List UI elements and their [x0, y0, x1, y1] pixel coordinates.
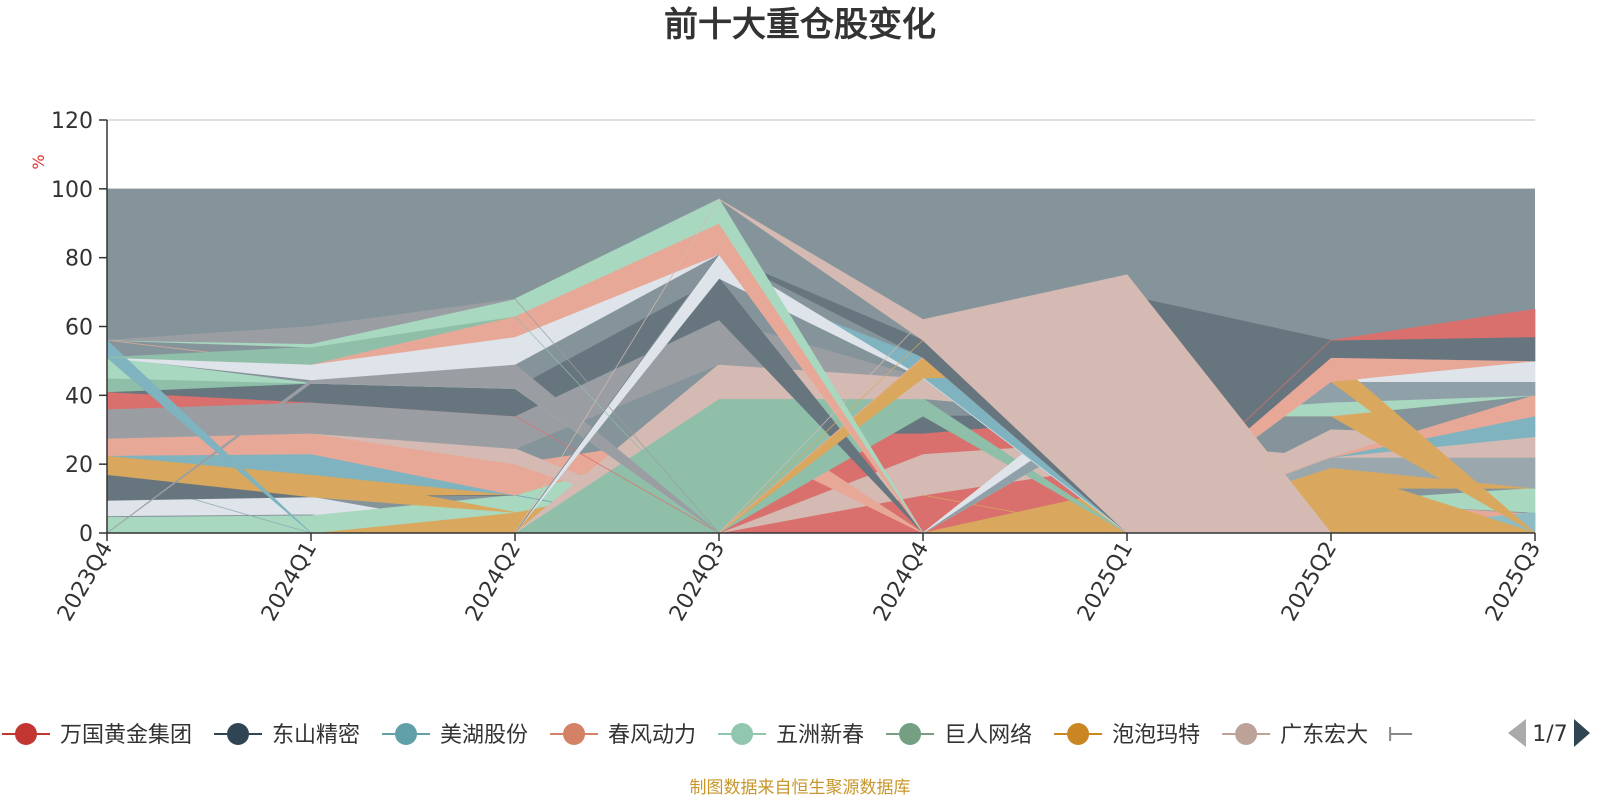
- legend-label: 泡泡玛特: [1112, 723, 1200, 748]
- data-source-footer: 制图数据来自恒生聚源数据库: [690, 778, 911, 798]
- legend-marker-icon: [15, 723, 37, 745]
- x-tick-label: 2025Q2: [1277, 538, 1342, 626]
- x-tick-label: 2024Q1: [257, 538, 322, 626]
- legend[interactable]: 万国黄金集团 东山精密 美湖股份 春风动力 五洲新春 巨人网络 泡泡玛特 广东宏大: [2, 723, 1413, 748]
- area-band-31: [106, 277, 1535, 534]
- x-tick-label: 2025Q1: [1073, 538, 1138, 626]
- legend-page-indicator: 1/7: [1532, 722, 1567, 747]
- legend-label: 万国黄金集团: [60, 723, 192, 748]
- legend-label: 美湖股份: [440, 723, 528, 748]
- area-band-48: [106, 298, 1535, 534]
- legend-marker-icon: [899, 723, 922, 745]
- y-axis-unit: %: [29, 154, 48, 169]
- legend-marker-icon: [227, 723, 250, 745]
- y-tick-label: 40: [65, 384, 93, 409]
- area-band-47: [106, 198, 1535, 534]
- y-tick-labels: 0 20 40 60 80 100 120: [51, 109, 93, 547]
- x-tick-label: 2025Q3: [1481, 538, 1546, 626]
- area-band-49: [107, 198, 1535, 534]
- area-band-34: [106, 363, 1535, 534]
- y-tick-label: 20: [65, 453, 93, 478]
- area-band-24: [107, 363, 1535, 534]
- y-tick-label: 100: [51, 178, 93, 203]
- legend-marker-icon: [1235, 723, 1258, 745]
- legend-marker-icon: [563, 723, 586, 745]
- legend-item[interactable]: 万国黄金集团: [2, 723, 192, 748]
- legend-label: 巨人网络: [944, 723, 1032, 748]
- legend-marker-icon: [1067, 723, 1090, 745]
- y-tick-label: 80: [65, 247, 93, 272]
- y-tick-label: 0: [79, 522, 93, 547]
- legend-pager[interactable]: 1/7: [1508, 719, 1590, 747]
- legend-item[interactable]: 泡泡玛特: [1054, 723, 1200, 748]
- legend-item[interactable]: 广东宏大: [1222, 723, 1368, 748]
- legend-item[interactable]: 春风动力: [550, 723, 696, 748]
- x-tick-labels: 2023Q4 2024Q1 2024Q2 2024Q3 2024Q4 2025Q1 2025…: [53, 538, 1546, 626]
- area-band-46: [106, 315, 1535, 534]
- legend-prev-page-icon[interactable]: [1508, 719, 1526, 747]
- x-tick-label: 2024Q4: [869, 538, 934, 626]
- legend-item[interactable]: 东山精密: [214, 723, 360, 748]
- x-tick-label: 2024Q3: [665, 538, 730, 626]
- legend-next-page-icon[interactable]: [1574, 719, 1590, 747]
- legend-label: 广东宏大: [1280, 723, 1368, 748]
- legend-item[interactable]: 五洲新春: [718, 723, 864, 748]
- legend-label: 五洲新春: [776, 723, 864, 748]
- legend-marker-icon: [731, 723, 754, 745]
- y-tick-label: 120: [51, 109, 93, 134]
- legend-label: 东山精密: [272, 723, 360, 748]
- axes: [99, 119, 1536, 541]
- y-tick-label: 60: [65, 316, 93, 341]
- legend-label: 春风动力: [608, 723, 696, 748]
- legend-item[interactable]: 巨人网络: [886, 723, 1032, 748]
- legend-marker-icon: [395, 723, 418, 745]
- chart-title: 前十大重仓股变化: [664, 5, 936, 45]
- area-layers: [106, 188, 1536, 534]
- x-tick-label: 2023Q4: [53, 538, 118, 626]
- x-tick-label: 2024Q2: [461, 538, 526, 626]
- legend-item[interactable]: 美湖股份: [382, 723, 528, 748]
